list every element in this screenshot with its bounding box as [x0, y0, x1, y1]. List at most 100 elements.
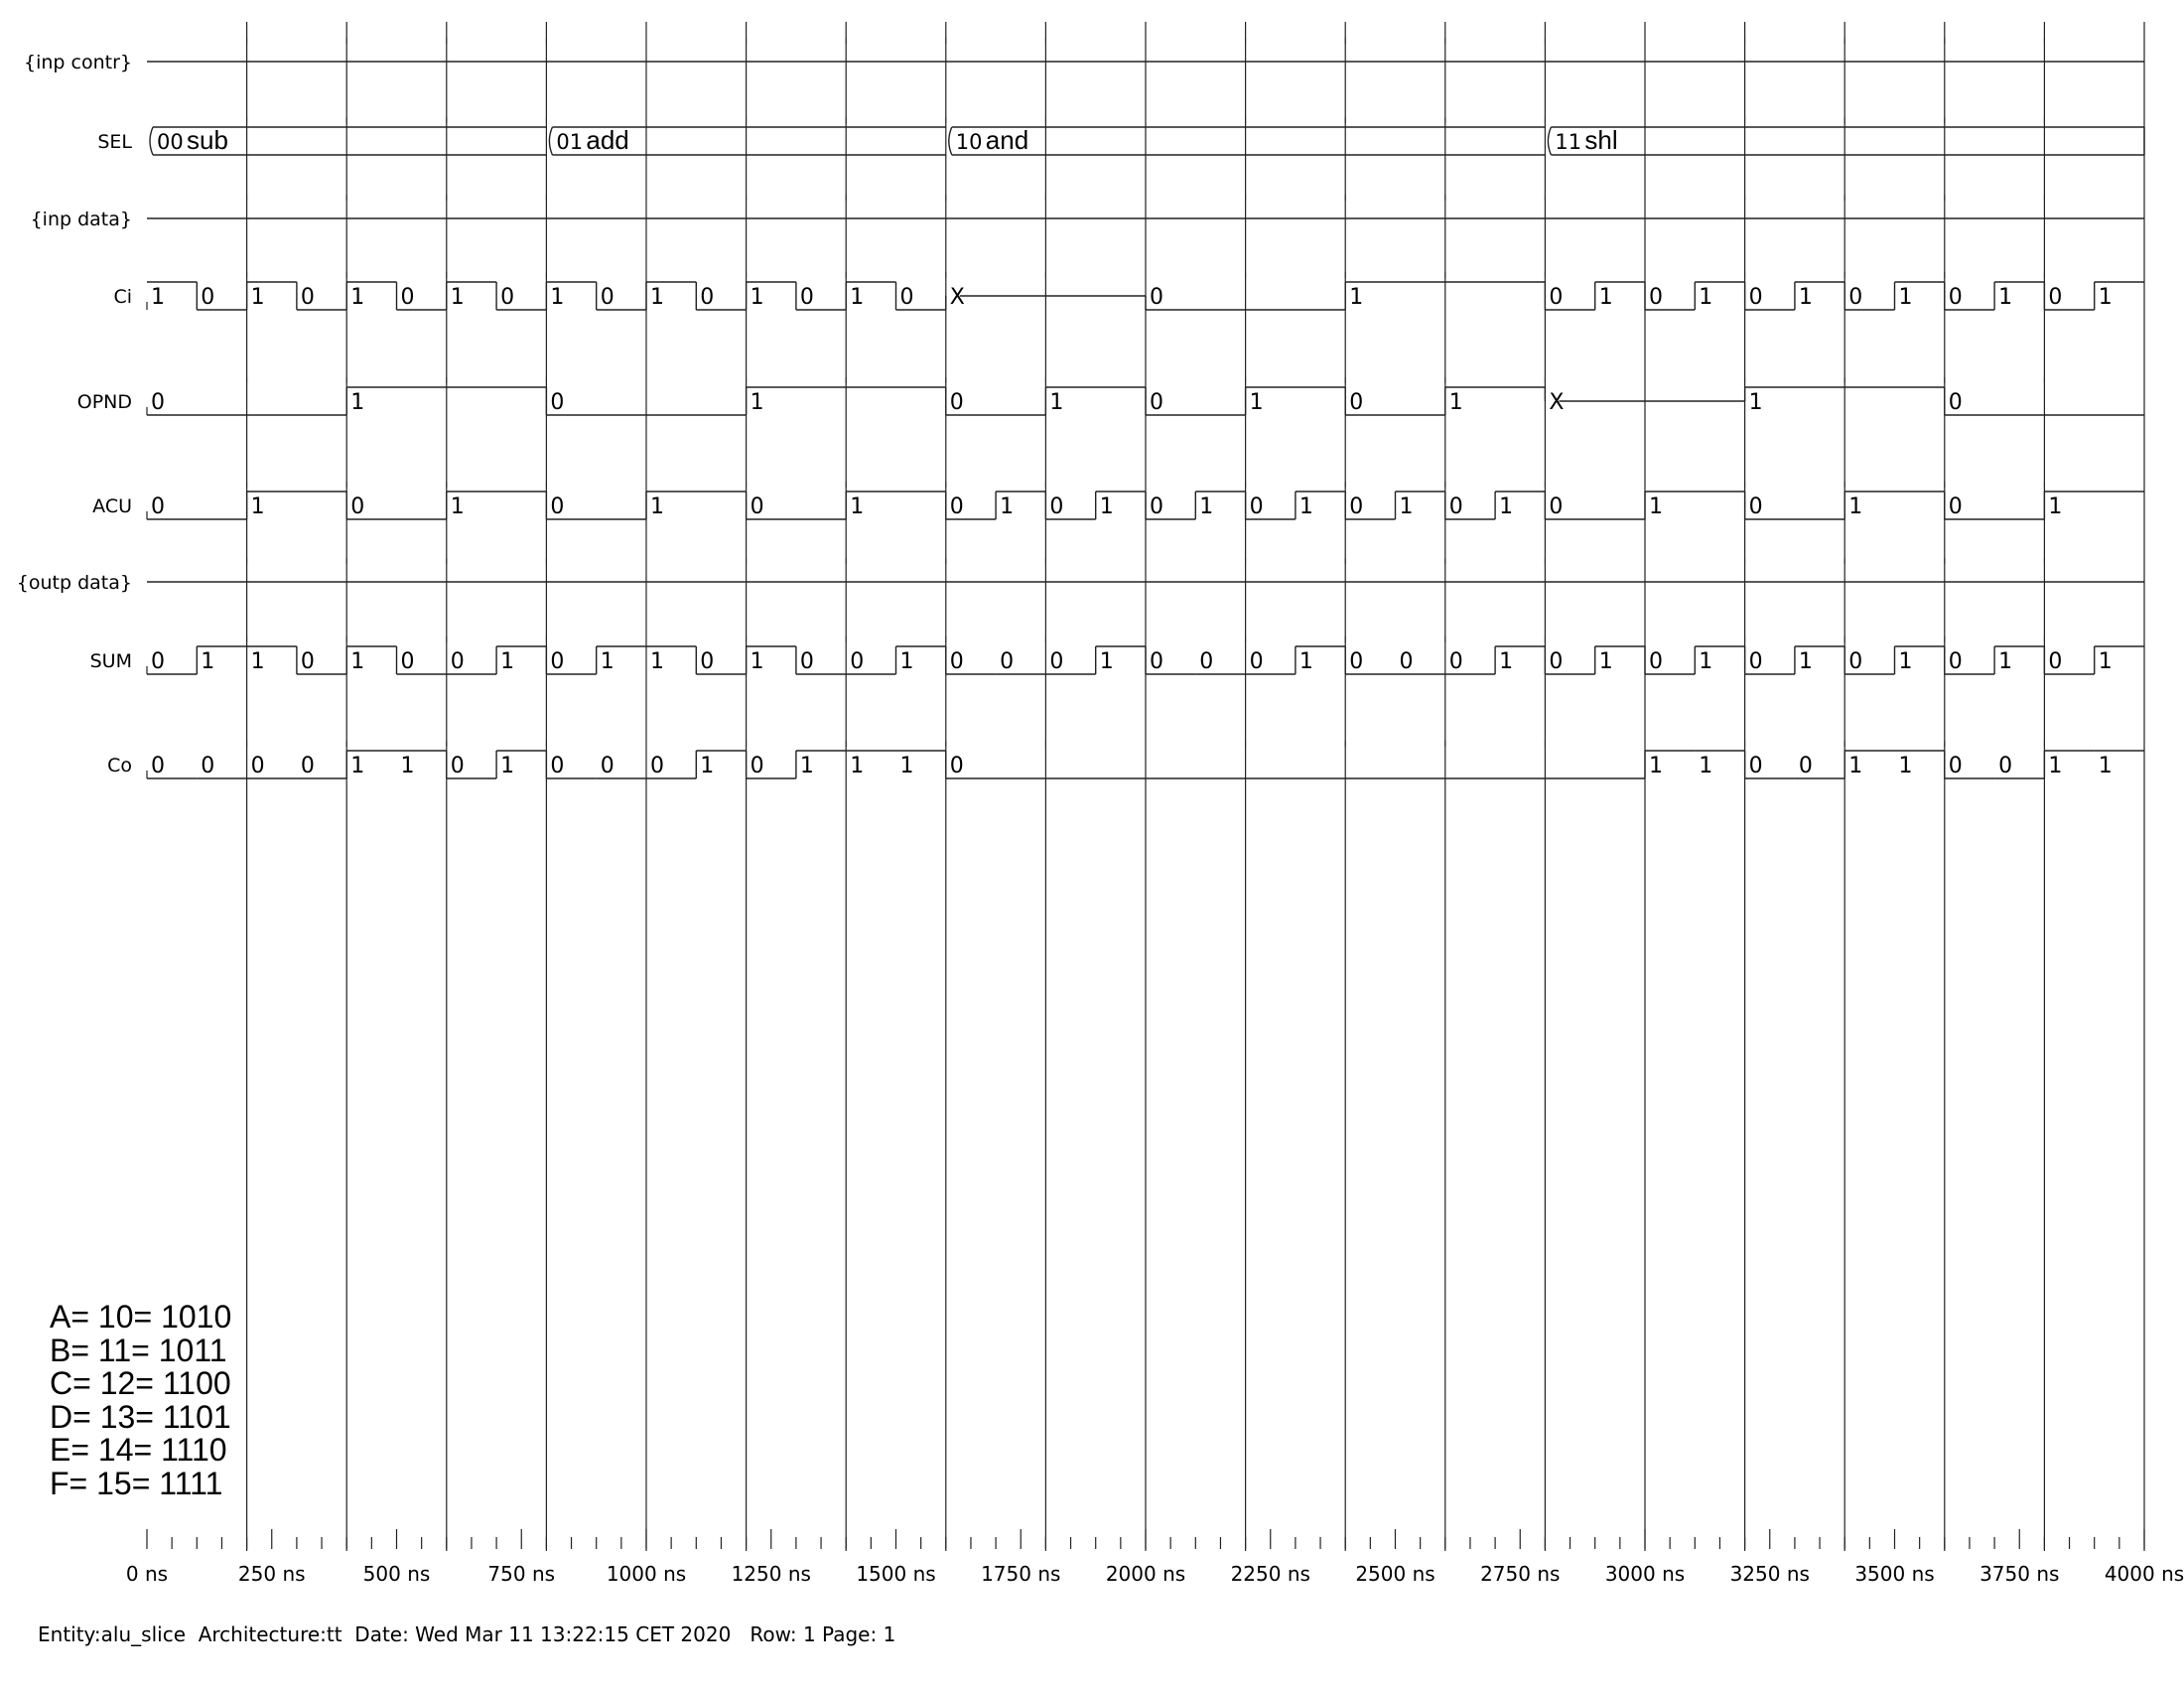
bit-value: 0 — [301, 649, 315, 674]
bit-value: 1 — [751, 390, 764, 415]
bus-edge — [548, 126, 554, 156]
bit-value: 1 — [2048, 754, 2062, 778]
signal-label-sel: SEL — [97, 131, 132, 153]
bit-value: 1 — [500, 754, 514, 778]
bit-value: 0 — [151, 754, 165, 778]
bit-value: 0 — [301, 754, 315, 778]
bit-value: 1 — [151, 285, 165, 310]
bit-value: 0 — [1549, 494, 1563, 519]
bit-value: 1 — [550, 285, 564, 310]
bit-value: 1 — [1250, 390, 1264, 415]
bit-value: 1 — [1649, 494, 1663, 519]
bus-value: 10 — [956, 130, 983, 154]
bit-value: 1 — [1100, 494, 1114, 519]
bit-value: 0 — [401, 649, 415, 674]
signal-label-outpdata: {outp data} — [17, 572, 132, 594]
signal-label-inpdata: {inp data} — [31, 209, 132, 230]
bit-value: 1 — [1299, 494, 1313, 519]
bit-value: 0 — [1799, 754, 1813, 778]
bit-value: 0 — [151, 390, 165, 415]
note-b: B= 11= 1011 — [50, 1332, 227, 1368]
bit-value: 0 — [1649, 285, 1663, 310]
bit-value: 0 — [1848, 285, 1862, 310]
bit-value: 1 — [1699, 285, 1712, 310]
bit-value: 0 — [601, 754, 614, 778]
bit-value: 1 — [1699, 754, 1712, 778]
bit-value: 1 — [2099, 754, 2113, 778]
bit-value: 1 — [650, 649, 664, 674]
bit-value: 0 — [850, 649, 864, 674]
bit-value: 1 — [2048, 494, 2062, 519]
bit-value: 0 — [1449, 649, 1463, 674]
signal-label-ci: Ci — [113, 286, 132, 308]
bit-value: 0 — [1749, 285, 1763, 310]
bit-value: 1 — [251, 649, 265, 674]
bit-value: 1 — [1400, 494, 1414, 519]
bit-value: 1 — [1799, 649, 1813, 674]
axis-label: 4000 ns — [2105, 1562, 2184, 1586]
bit-value: 1 — [650, 494, 664, 519]
bit-value: 1 — [1049, 390, 1063, 415]
bus-edge — [1547, 126, 1553, 156]
bit-value: 0 — [700, 649, 714, 674]
bit-value: 0 — [1549, 649, 1563, 674]
bit-value: 0 — [1749, 494, 1763, 519]
bit-value: 0 — [550, 754, 564, 778]
axis-label: 2750 ns — [1480, 1562, 1560, 1586]
bit-value: 1 — [1699, 649, 1712, 674]
bit-value: 0 — [1049, 649, 1063, 674]
bit-value: 0 — [401, 285, 415, 310]
bit-value: 0 — [700, 285, 714, 310]
bit-value: 0 — [1000, 649, 1014, 674]
axis-label: 750 ns — [487, 1562, 555, 1586]
bit-value: 1 — [850, 285, 864, 310]
unknown-marker: X — [950, 285, 965, 310]
axis-label: 1500 ns — [856, 1562, 935, 1586]
bit-value: 1 — [900, 649, 914, 674]
axis-label: 1000 ns — [607, 1562, 686, 1586]
axis-label: 500 ns — [363, 1562, 431, 1586]
note-a: A= 10= 1010 — [50, 1299, 232, 1335]
bit-value: 0 — [550, 649, 564, 674]
bit-value: 0 — [1400, 649, 1414, 674]
bit-value: 1 — [1899, 285, 1913, 310]
bit-value: 0 — [201, 754, 214, 778]
bit-value: 1 — [650, 285, 664, 310]
bit-value: 1 — [350, 285, 364, 310]
hex-notes: A= 10= 1010 B= 11= 1011 C= 12= 1100 D= 1… — [50, 1299, 232, 1501]
bit-value: 0 — [1250, 494, 1264, 519]
signal-label-inpcontr: {inp contr} — [24, 52, 132, 73]
bit-value: 0 — [650, 754, 664, 778]
bit-value: 1 — [1100, 649, 1114, 674]
bit-value: 1 — [850, 754, 864, 778]
bit-value: 1 — [500, 649, 514, 674]
bit-value: 1 — [1998, 285, 2012, 310]
signal-label-acu: ACU — [92, 495, 132, 517]
bit-value: 0 — [1949, 285, 1963, 310]
bit-value: 1 — [850, 494, 864, 519]
bit-value: 1 — [451, 285, 465, 310]
bit-value: 1 — [601, 649, 614, 674]
bit-value: 0 — [1349, 390, 1363, 415]
bit-value: 1 — [350, 754, 364, 778]
bit-value: 0 — [1049, 494, 1063, 519]
axis-label: 1750 ns — [981, 1562, 1060, 1586]
bit-value: 0 — [1949, 649, 1963, 674]
bit-value: 0 — [1150, 649, 1163, 674]
axis-label: 2500 ns — [1355, 1562, 1434, 1586]
bit-value: 0 — [950, 649, 964, 674]
bit-value: 1 — [1998, 649, 2012, 674]
bus-value: 01 — [556, 130, 583, 154]
bit-value: 1 — [1848, 754, 1862, 778]
axis-label: 250 ns — [238, 1562, 306, 1586]
bit-value: 0 — [1349, 494, 1363, 519]
bit-value: 1 — [2099, 649, 2113, 674]
bit-value: 0 — [950, 390, 964, 415]
note-f: F= 15= 1111 — [50, 1465, 223, 1501]
bit-value: 1 — [1749, 390, 1763, 415]
axis-label: 3250 ns — [1730, 1562, 1810, 1586]
bit-value: 1 — [800, 754, 814, 778]
bit-value: 0 — [1150, 390, 1163, 415]
footer-info: Entity:alu_slice Architecture:tt Date: W… — [38, 1622, 896, 1646]
